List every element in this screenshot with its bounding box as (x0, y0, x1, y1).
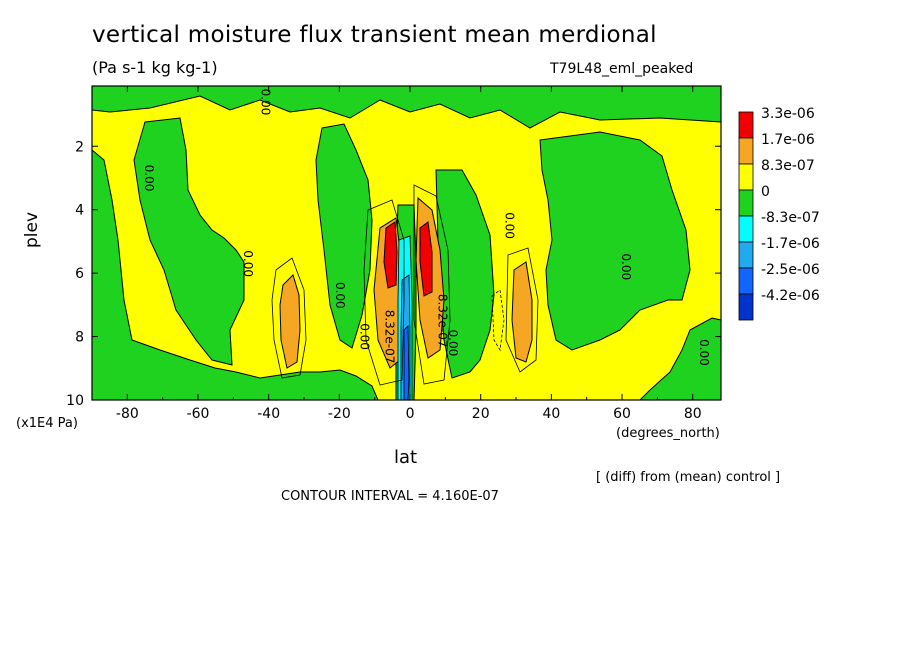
legend-label: 1.7e-06 (761, 132, 815, 148)
legend-swatch (738, 241, 754, 269)
x-axis-unit: (degrees_north) (616, 426, 720, 441)
x-axis-label: lat (394, 447, 418, 468)
legend-swatch (738, 215, 754, 243)
x-tick-label: 20 (472, 406, 490, 422)
contour-label: 0.00 (241, 250, 255, 277)
plot-frame (91, 85, 722, 401)
field-green-mid-w (315, 123, 373, 349)
contour-line (413, 184, 451, 385)
contour-label: 0.00 (259, 88, 273, 115)
chart-title: vertical moisture flux transient mean me… (92, 22, 657, 48)
legend-label: -4.2e-06 (761, 288, 820, 304)
x-tick-label: -40 (257, 406, 280, 422)
x-tick-label: 0 (406, 406, 415, 422)
legend-swatch (738, 163, 754, 191)
contour-line (363, 199, 405, 386)
x-tick-label: -60 (187, 406, 210, 422)
legend-swatch (738, 293, 754, 321)
field-orange-sw (279, 274, 301, 369)
field-green-west (133, 117, 245, 366)
field-green-sw (92, 149, 379, 400)
field-green-east (539, 131, 691, 351)
contour-label: 8.32e-07 (435, 294, 449, 348)
contour-label: 0.00 (446, 330, 460, 357)
legend-swatch (738, 267, 754, 295)
legend-label: -8.3e-07 (761, 210, 820, 226)
chart-units: (Pa s-1 kg kg-1) (92, 58, 218, 77)
contour-label: 0.00 (333, 282, 347, 309)
x-tick-label: -80 (116, 406, 139, 422)
plot-area: 0.000.000.000.000.00 8.32e-07 0.008.32e-07… (92, 86, 721, 400)
legend-swatch (738, 189, 754, 217)
field-deepblue-band (403, 325, 410, 400)
legend-swatch (738, 111, 754, 139)
contour-label: 0.00 (697, 339, 711, 366)
x-tick-label: 80 (684, 406, 702, 422)
field-green-se (639, 317, 721, 400)
x-axis: -80 -60 -40 -20 0 20 40 60 80 (116, 86, 702, 422)
field-red-east (419, 221, 433, 297)
legend: 3.3e-06 1.7e-06 8.3e-07 0 -8.3e-07 -1.7e-06 -2… (738, 106, 820, 321)
legend-label: 3.3e-06 (761, 106, 815, 122)
x-tick-label: 60 (613, 406, 631, 422)
field-red-regions (383, 221, 433, 297)
legend-label: 8.3e-07 (761, 158, 815, 174)
y-tick-label: 4 (75, 203, 84, 219)
field-blue-core (397, 235, 413, 400)
contour-label: 0.00 (358, 323, 372, 350)
y-tick-label: 8 (75, 330, 84, 346)
field-red-west (383, 221, 398, 289)
legend-swatch (738, 137, 754, 165)
contour-lines (271, 184, 539, 386)
y-axis-label: plev (22, 211, 42, 248)
contour-label: 8.32e-07 (382, 310, 396, 364)
run-label: T79L48_eml_peaked (550, 61, 694, 77)
legend-label: 0 (761, 184, 770, 200)
y-axis-unit: (x1E4 Pa) (16, 416, 78, 431)
contour-interval: CONTOUR INTERVAL = 4.160E-07 (281, 489, 499, 504)
y-tick-label: 10 (66, 393, 84, 409)
field-orange-se (511, 261, 533, 363)
contour-label: 0.00 (619, 253, 633, 280)
y-tick-label: 2 (75, 139, 84, 155)
contour-line (505, 247, 539, 373)
legend-label: -2.5e-06 (761, 262, 820, 278)
field-top-green (92, 86, 721, 129)
contour-line (491, 289, 505, 352)
contour-label: 0.00 (142, 165, 156, 192)
x-tick-label: 40 (542, 406, 560, 422)
legend-label: -1.7e-06 (761, 236, 820, 252)
field-negative-regions (92, 86, 721, 400)
y-tick-label: 6 (75, 266, 84, 282)
contour-label: 0.00 (502, 212, 516, 239)
y-axis: 2 4 6 8 10 (66, 139, 721, 409)
contour-line (271, 257, 307, 379)
contour-labels: 0.000.000.000.000.00 8.32e-07 0.008.32e-07… (142, 88, 711, 365)
diff-note: [ (diff) from (mean) control ] (596, 470, 781, 485)
x-tick-label: -20 (328, 406, 351, 422)
